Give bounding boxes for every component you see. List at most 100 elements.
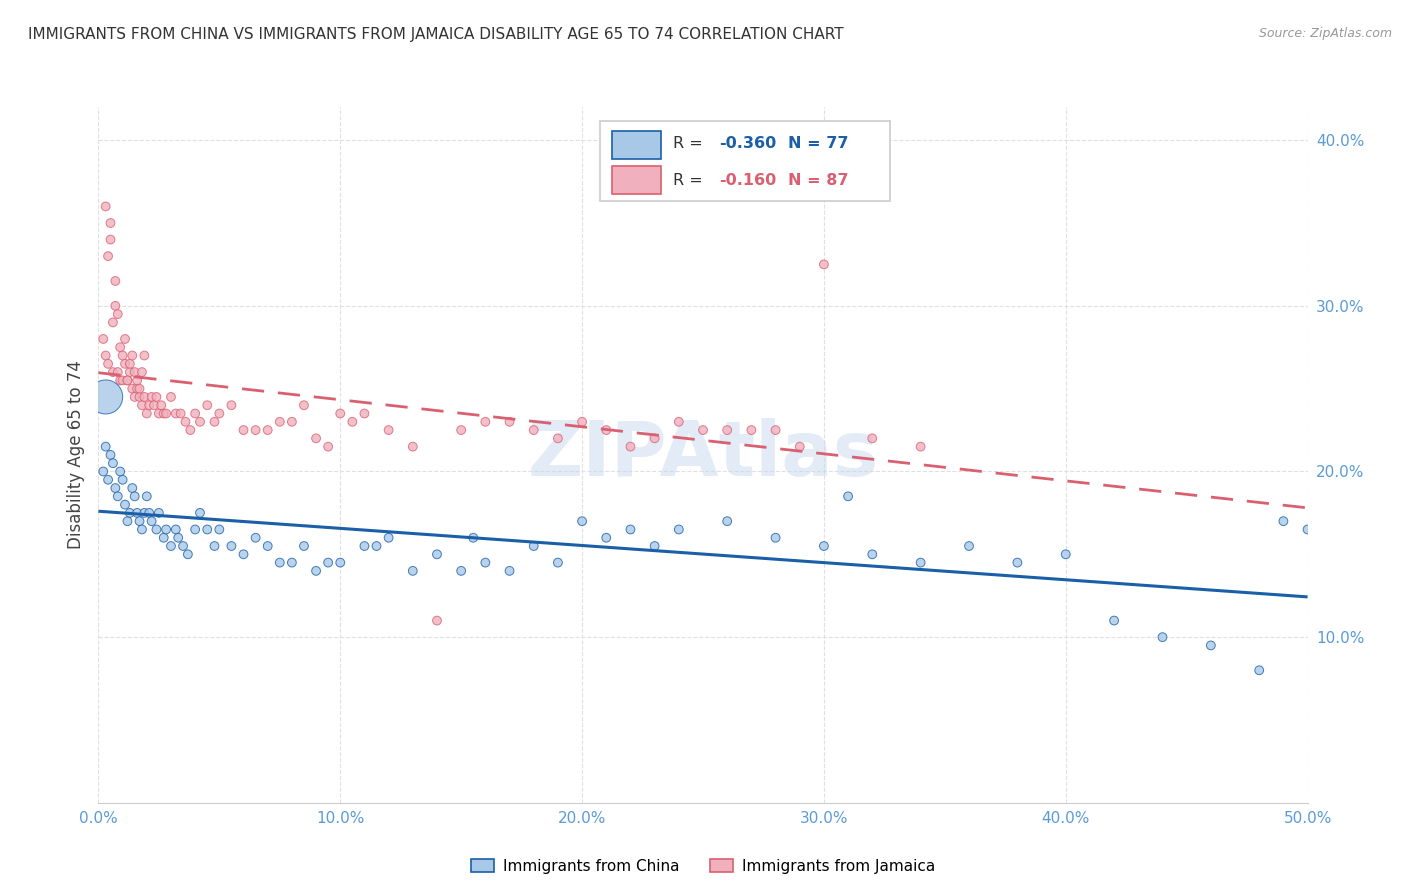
Point xyxy=(152,407,174,421)
Point xyxy=(101,315,124,329)
Point xyxy=(1102,614,1125,628)
Point xyxy=(118,365,141,379)
Point xyxy=(107,307,129,321)
Point xyxy=(1199,639,1222,653)
Point xyxy=(329,407,352,421)
Point xyxy=(101,456,124,470)
Point xyxy=(269,556,291,570)
Text: -0.160: -0.160 xyxy=(718,172,776,187)
Point xyxy=(245,423,267,437)
Text: N = 77: N = 77 xyxy=(787,136,848,152)
Point xyxy=(353,539,375,553)
Point xyxy=(114,498,136,512)
Text: ZIPAtlas: ZIPAtlas xyxy=(527,418,879,491)
Point xyxy=(124,365,146,379)
Point xyxy=(135,407,157,421)
Point xyxy=(97,473,120,487)
Point xyxy=(128,514,150,528)
Point xyxy=(1054,547,1077,561)
FancyBboxPatch shape xyxy=(613,166,661,194)
Point xyxy=(148,407,170,421)
Point xyxy=(281,556,304,570)
Point xyxy=(292,398,315,412)
Point xyxy=(118,357,141,371)
Point xyxy=(426,614,449,628)
Point xyxy=(94,349,117,363)
Point xyxy=(160,539,183,553)
Point xyxy=(94,390,117,404)
Point xyxy=(450,423,472,437)
Point xyxy=(114,357,136,371)
Point xyxy=(860,431,883,445)
Point xyxy=(124,390,146,404)
Point xyxy=(292,539,315,553)
Point xyxy=(957,539,980,553)
Point xyxy=(595,423,617,437)
Point xyxy=(571,415,593,429)
Point xyxy=(366,539,388,553)
Point xyxy=(111,349,134,363)
Point xyxy=(121,382,143,396)
Point xyxy=(118,506,141,520)
Point xyxy=(377,531,399,545)
Point xyxy=(547,431,569,445)
Point xyxy=(148,506,170,520)
Point xyxy=(104,274,127,288)
Point xyxy=(644,539,666,553)
Point xyxy=(402,564,425,578)
Point xyxy=(256,539,278,553)
Point xyxy=(474,556,496,570)
Point xyxy=(91,465,114,479)
Point xyxy=(108,373,131,387)
Point xyxy=(245,531,267,545)
Point xyxy=(426,547,449,561)
Legend: Immigrants from China, Immigrants from Jamaica: Immigrants from China, Immigrants from J… xyxy=(464,853,942,880)
Point xyxy=(523,423,546,437)
Point xyxy=(221,398,243,412)
Point xyxy=(619,523,641,537)
Point xyxy=(104,481,127,495)
Text: -0.360: -0.360 xyxy=(718,136,776,152)
Point xyxy=(765,531,787,545)
Point xyxy=(208,407,231,421)
Point xyxy=(305,431,328,445)
Point xyxy=(1296,523,1319,537)
Point xyxy=(184,523,207,537)
Point xyxy=(179,423,201,437)
Point xyxy=(1007,556,1029,570)
Point xyxy=(668,415,690,429)
Point xyxy=(571,514,593,528)
Point xyxy=(860,547,883,561)
Point xyxy=(127,382,149,396)
Point xyxy=(138,506,160,520)
Point xyxy=(595,531,617,545)
Point xyxy=(1272,514,1295,528)
Point xyxy=(837,489,859,503)
Point xyxy=(547,556,569,570)
Y-axis label: Disability Age 65 to 74: Disability Age 65 to 74 xyxy=(66,360,84,549)
Point xyxy=(152,531,174,545)
Point xyxy=(269,415,291,429)
Point xyxy=(177,547,200,561)
Point xyxy=(910,556,932,570)
Point xyxy=(143,398,166,412)
Point xyxy=(204,539,226,553)
Text: N = 87: N = 87 xyxy=(787,172,848,187)
Point xyxy=(114,332,136,346)
Point xyxy=(204,415,226,429)
Point xyxy=(128,390,150,404)
Point xyxy=(184,407,207,421)
Point xyxy=(813,257,835,271)
Point xyxy=(692,423,714,437)
Point xyxy=(232,547,254,561)
Point xyxy=(101,365,124,379)
Point xyxy=(160,390,183,404)
Point xyxy=(121,481,143,495)
Point xyxy=(155,407,177,421)
Point xyxy=(195,523,218,537)
Point xyxy=(498,564,520,578)
Point xyxy=(342,415,364,429)
Point xyxy=(100,216,122,230)
Point xyxy=(97,249,120,263)
Point xyxy=(121,349,143,363)
